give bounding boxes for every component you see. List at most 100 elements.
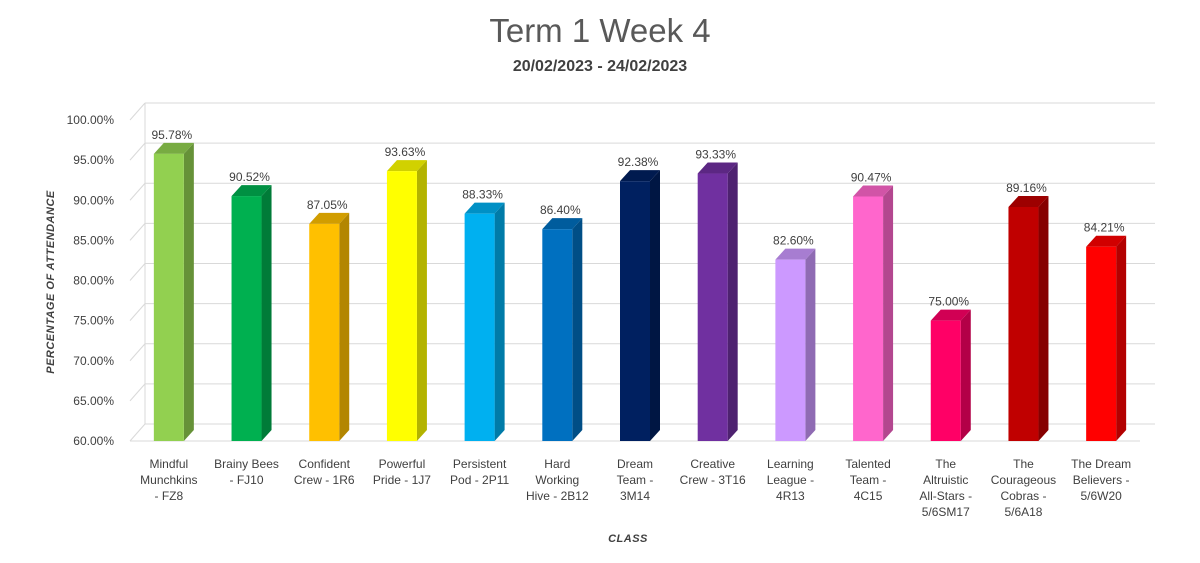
bar xyxy=(464,202,505,441)
bar xyxy=(930,309,971,441)
data-label: 90.52% xyxy=(229,170,270,184)
x-tick-label: Creative Crew - 3T16 xyxy=(680,457,746,487)
x-tick-label: The Courageous Cobras -5/6A18 xyxy=(991,457,1056,519)
bar-top xyxy=(930,309,971,321)
data-label: 93.33% xyxy=(695,148,736,162)
bar-side xyxy=(727,162,738,442)
bar xyxy=(1008,195,1049,441)
y-tick-label: 100.00% xyxy=(67,113,115,127)
bar-side xyxy=(650,170,660,441)
bar xyxy=(153,142,194,442)
bar-front xyxy=(930,320,961,441)
x-tick-label: The Altruistic All-Stars -5/6SM17 xyxy=(919,457,972,519)
bar xyxy=(542,218,583,441)
bar xyxy=(231,185,272,441)
bar-front xyxy=(153,153,184,442)
data-label: 93.63% xyxy=(385,145,426,159)
bar-top xyxy=(153,142,194,154)
bar-front xyxy=(620,181,650,441)
y-axis-label: PERCENTAGE OF ATTENDANCE xyxy=(45,190,57,374)
x-tick-label: Hard Working Hive - 2B12 xyxy=(526,457,589,503)
bar-side xyxy=(805,248,816,441)
bar-front xyxy=(775,259,806,441)
data-label: 92.38% xyxy=(618,155,659,169)
y-tick-label: 95.00% xyxy=(73,153,114,167)
bar-top xyxy=(231,185,272,197)
bar-top xyxy=(542,218,583,230)
x-tick-label: Mindful Munchkins - FZ8 xyxy=(140,457,197,503)
bar-top xyxy=(464,202,505,214)
data-label: 90.47% xyxy=(851,170,892,184)
data-label: 95.78% xyxy=(151,128,192,142)
x-tick-label: Talented Team -4C15 xyxy=(845,457,890,503)
bar-front xyxy=(853,196,884,441)
data-label: 75.00% xyxy=(928,295,969,309)
y-tick-label: 70.00% xyxy=(73,354,114,368)
bar-side xyxy=(1038,195,1049,441)
bar-front xyxy=(464,213,495,441)
gridline-depth xyxy=(129,343,146,362)
bar-side xyxy=(183,142,194,442)
bar-side xyxy=(339,212,350,441)
x-tick-label: Powerful Pride - 1J7 xyxy=(373,457,431,487)
bars xyxy=(153,142,1127,442)
bar-side xyxy=(261,185,272,441)
y-tick-label: 75.00% xyxy=(73,314,114,328)
bar xyxy=(1086,235,1127,441)
x-tick-label: The Dream Believers -5/6W20 xyxy=(1071,457,1131,503)
gridline-depth xyxy=(129,102,146,121)
chart-subtitle: 20/02/2023 - 24/02/2023 xyxy=(512,58,688,75)
bar-side xyxy=(416,160,427,441)
gridline-depth xyxy=(129,423,146,442)
bar-top xyxy=(1086,235,1127,247)
y-tick-label: 90.00% xyxy=(73,193,114,207)
bar-top xyxy=(309,212,350,224)
bar-side xyxy=(883,185,894,441)
bar xyxy=(309,212,350,441)
bar-front xyxy=(386,171,417,441)
bar-front xyxy=(697,173,728,442)
gridline-depth xyxy=(129,263,146,281)
bar-top xyxy=(386,160,427,172)
bar-side xyxy=(960,309,971,441)
y-tick-label: 65.00% xyxy=(73,394,114,408)
bar-front xyxy=(309,223,340,441)
data-label: 87.05% xyxy=(307,198,348,212)
x-tick-label: Learning League -4R13 xyxy=(767,457,814,503)
bar-front xyxy=(542,229,573,441)
y-tick-label: 85.00% xyxy=(73,233,114,247)
gridline-depth xyxy=(129,223,146,241)
bar-top xyxy=(697,162,738,174)
data-label: 84.21% xyxy=(1084,221,1125,235)
bar-top xyxy=(853,185,894,197)
y-tick-label: 60.00% xyxy=(73,434,114,448)
gridline-depth xyxy=(129,383,146,402)
data-labels: 95.78% 90.52% 87.05% 93.63% 88.33% 86.40% 92.3… xyxy=(151,128,1124,309)
data-label: 89.16% xyxy=(1006,181,1047,195)
bar xyxy=(697,162,738,442)
chart-title: Term 1 Week 4 xyxy=(489,12,711,49)
bar xyxy=(775,248,816,441)
gridline-depth xyxy=(129,142,146,161)
gridline-depth xyxy=(129,303,146,321)
bar-side xyxy=(572,218,583,441)
bar-side xyxy=(494,202,505,441)
y-axis-ticks: 60.00% 65.00% 70.00% 75.00% 80.00% 85.00% 90.0… xyxy=(67,113,115,448)
bar-top xyxy=(620,170,660,182)
data-label: 82.60% xyxy=(773,234,814,248)
bar-front xyxy=(1008,206,1039,441)
x-tick-label: Persistent Pod - 2P11 xyxy=(450,457,509,487)
x-axis-ticks: Mindful Munchkins - FZ8 Brainy Bees - FJ10 Co… xyxy=(140,457,1131,519)
bar-front xyxy=(231,196,262,441)
data-label: 88.33% xyxy=(462,188,503,202)
bar-side xyxy=(1116,235,1127,441)
y-tick-label: 80.00% xyxy=(73,274,114,288)
bar xyxy=(386,160,427,441)
x-axis-label: CLASS xyxy=(608,533,648,545)
x-tick-label: Confident Crew - 1R6 xyxy=(294,457,355,487)
bar xyxy=(853,185,894,441)
bar xyxy=(620,170,660,441)
gridline-depth xyxy=(129,182,146,201)
bar-top xyxy=(775,248,816,260)
